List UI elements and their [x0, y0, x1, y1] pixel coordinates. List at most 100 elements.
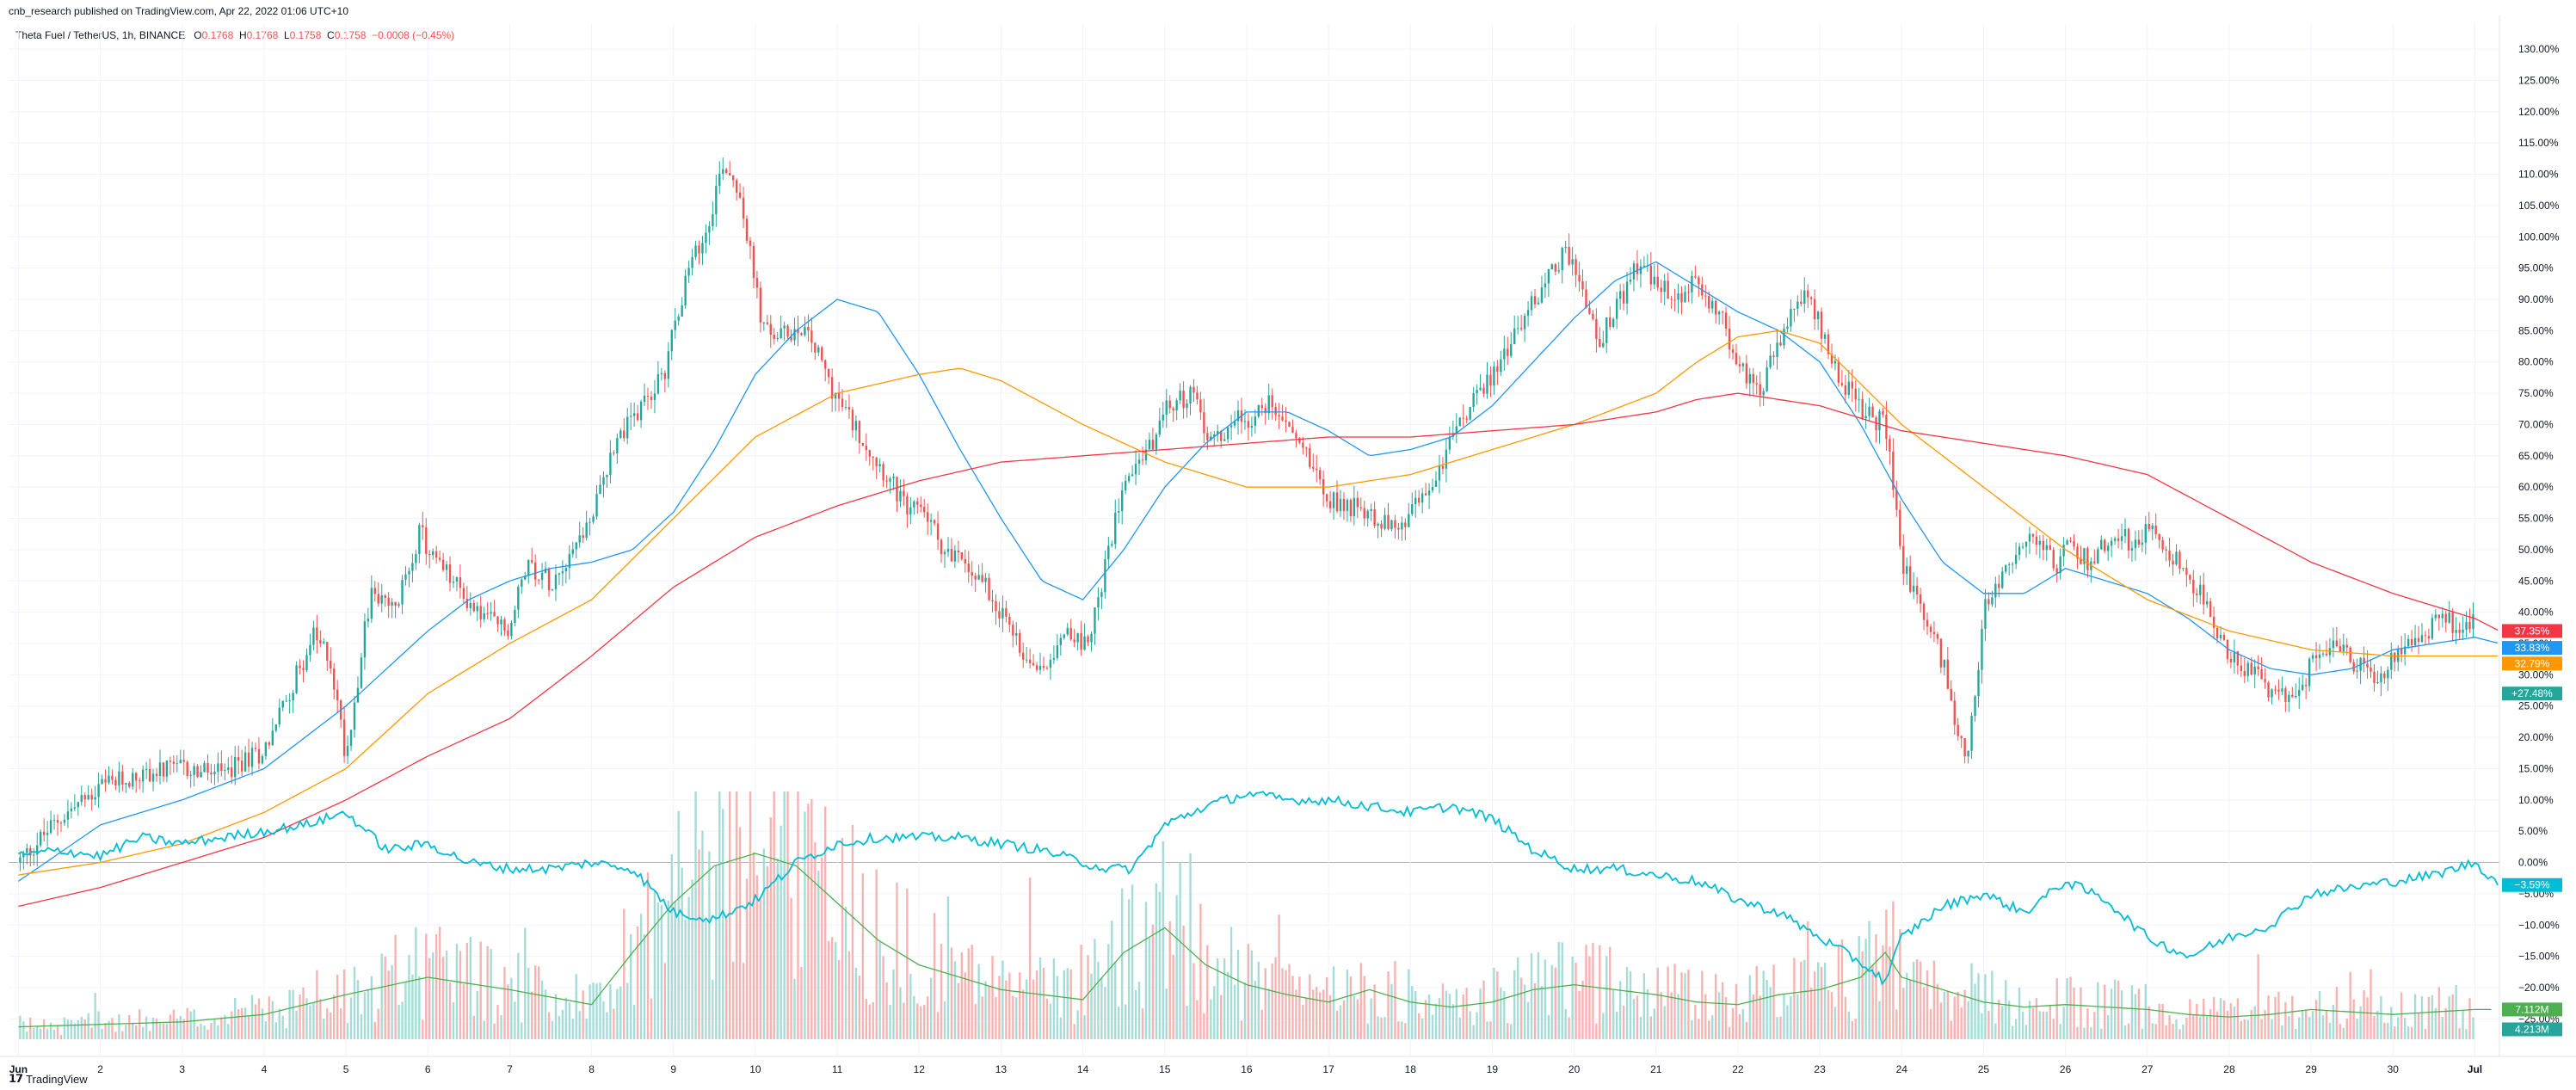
- candle-body: [943, 551, 946, 555]
- volume-bar: [1963, 989, 1966, 1039]
- volume-bar: [196, 1025, 199, 1039]
- candle-body: [1035, 665, 1038, 670]
- volume-bar: [1561, 942, 1563, 1039]
- candle-body: [1796, 301, 1799, 310]
- candle-body: [1642, 265, 1646, 267]
- y-tick-label: 115.00%: [2518, 137, 2559, 149]
- candle-body: [971, 572, 973, 576]
- candle-body: [1038, 665, 1042, 670]
- volume-bar: [2093, 1012, 2096, 1039]
- candle-body: [1939, 638, 1943, 668]
- candle-body: [1800, 301, 1803, 305]
- volume-bar: [1111, 921, 1113, 1039]
- volume-bar: [1691, 1019, 1693, 1039]
- volume-bar: [2100, 1028, 2103, 1039]
- candle-body: [916, 501, 919, 505]
- volume-bar: [582, 990, 584, 1039]
- candle-body: [619, 430, 622, 439]
- candle-body: [1417, 497, 1420, 503]
- volume-bar: [342, 969, 346, 1039]
- volume-bar: [2011, 1025, 2014, 1039]
- candle-body: [2325, 653, 2328, 656]
- candle-body: [2005, 565, 2007, 572]
- candle-body: [953, 550, 957, 562]
- volume-bar: [1864, 939, 1867, 1039]
- volume-bar: [606, 1012, 608, 1039]
- candle-body: [2394, 652, 2396, 662]
- candle-body: [1397, 527, 1400, 530]
- candle-body: [1356, 497, 1359, 508]
- volume-bar: [554, 994, 558, 1039]
- volume-bar: [1612, 989, 1615, 1039]
- candle-body: [602, 477, 605, 485]
- volume-bar: [1465, 988, 1468, 1039]
- candle-body: [56, 820, 59, 823]
- volume-bar: [1278, 914, 1280, 1039]
- candle-body: [2007, 564, 2011, 566]
- volume-bar: [854, 968, 858, 1039]
- candle-body: [2345, 644, 2348, 648]
- volume-bar: [2304, 1009, 2308, 1039]
- volume-bar: [1858, 936, 1860, 1039]
- x-tick-label: Jul: [2468, 1063, 2482, 1075]
- volume-bar: [667, 900, 670, 1039]
- candle-body: [646, 395, 650, 397]
- volume-bar: [2291, 995, 2294, 1039]
- volume-bar: [899, 987, 902, 1039]
- candle-body: [694, 245, 697, 257]
- candle-body: [408, 570, 410, 575]
- candle-body: [1144, 449, 1148, 461]
- ma-mid-price-label-bg: [2502, 656, 2562, 671]
- volume-bar: [1766, 980, 1768, 1039]
- candle-body: [353, 702, 356, 730]
- volume-bar: [650, 998, 653, 1039]
- candle-body: [1056, 645, 1059, 658]
- volume-bar: [639, 914, 643, 1039]
- candle-body: [172, 761, 176, 764]
- volume-label: 4.213M: [2515, 1023, 2549, 1035]
- candle-body: [752, 245, 755, 279]
- volume-bar: [114, 1031, 117, 1039]
- volume-bar: [490, 949, 492, 1039]
- volume-bar: [2069, 976, 2072, 1039]
- volume-bar: [2042, 1011, 2045, 1039]
- volume-bar: [2083, 1027, 2086, 1039]
- volume-bar: [1076, 1010, 1079, 1039]
- candle-body: [1500, 359, 1502, 373]
- volume-bar: [2172, 1023, 2174, 1039]
- volume-bar: [1738, 1013, 1741, 1039]
- candle-body: [1595, 318, 1598, 339]
- candle-body: [455, 577, 459, 582]
- volume-bar: [2397, 1017, 2400, 1039]
- volume-bar: [1001, 960, 1004, 1039]
- volume-bar: [1015, 997, 1018, 1039]
- candle-body: [521, 579, 523, 588]
- volume-bar: [691, 879, 693, 1039]
- volume-bar: [793, 978, 796, 1039]
- volume-label-bg: [2502, 1022, 2562, 1037]
- volume-bar: [1318, 992, 1322, 1039]
- candle-body: [1847, 381, 1851, 395]
- candle-body: [1414, 497, 1417, 505]
- candle-body: [312, 627, 315, 645]
- candle-body: [2304, 684, 2308, 687]
- volume-bar: [609, 984, 612, 1039]
- volume-bar: [1519, 977, 1523, 1039]
- candle-body: [551, 588, 554, 591]
- volume-bar: [521, 1022, 523, 1039]
- volume-bar: [1557, 941, 1560, 1039]
- volume-bar: [70, 1019, 73, 1039]
- volume-bar: [1097, 961, 1100, 1039]
- candle-body: [128, 783, 131, 787]
- candle-body: [1571, 259, 1574, 265]
- candle-body: [1568, 246, 1570, 265]
- tradingview-footer[interactable]: 𝟭𝟳 TradingView: [9, 1072, 88, 1086]
- volume-bar: [1984, 974, 1987, 1039]
- volume-bar: [783, 791, 786, 1039]
- candle-body: [585, 522, 588, 539]
- candle-body: [1721, 311, 1724, 313]
- volume-bar: [165, 1024, 169, 1039]
- y-tick-label: 50.00%: [2518, 544, 2554, 556]
- volume-bar: [755, 875, 759, 1039]
